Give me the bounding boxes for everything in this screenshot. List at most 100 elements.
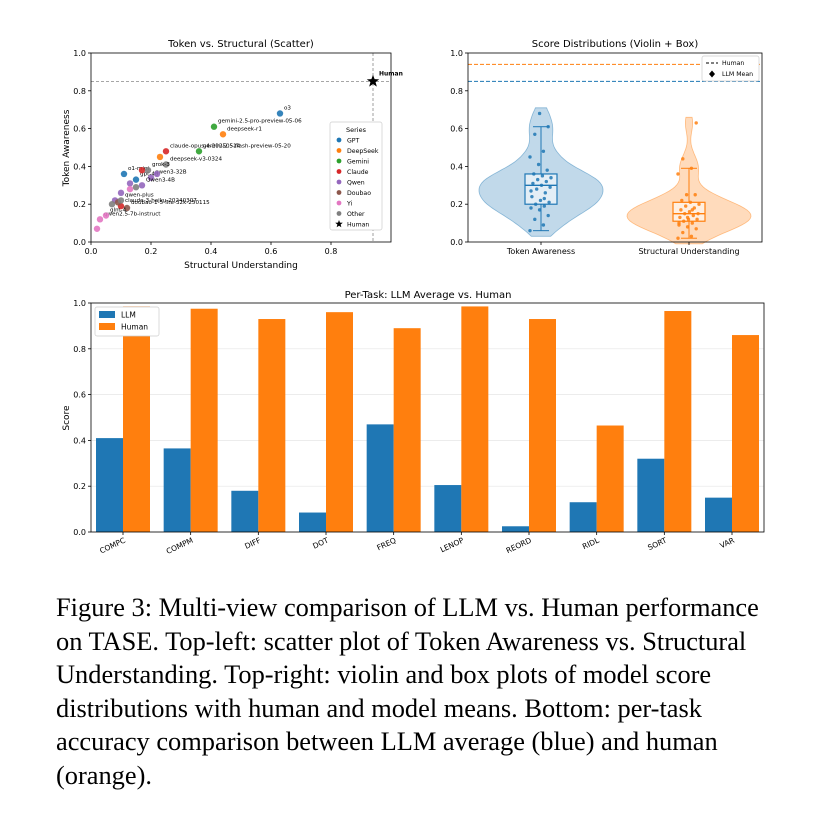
violin-data-point bbox=[685, 215, 690, 220]
legend-marker-yi bbox=[336, 200, 342, 206]
violin-data-point bbox=[697, 202, 701, 206]
scatter-legend-title: Series bbox=[346, 126, 367, 134]
violin-data-point bbox=[529, 206, 533, 210]
violin-data-point bbox=[676, 172, 680, 176]
violin-data-point bbox=[537, 111, 542, 116]
bar-llm bbox=[231, 490, 259, 532]
bar-human bbox=[732, 335, 759, 532]
violin-data-point bbox=[679, 208, 683, 212]
bar-llm bbox=[569, 502, 597, 532]
violin-data-point bbox=[691, 213, 695, 218]
legend-label-qwen: Qwen bbox=[347, 180, 365, 187]
bar-y-tick-label: 0.0 bbox=[73, 528, 86, 537]
violin-data-point bbox=[533, 132, 537, 136]
violin-data-point bbox=[696, 211, 700, 216]
bar-frame bbox=[90, 302, 765, 533]
legend-marker-qwen bbox=[336, 179, 342, 185]
violin-legend-box bbox=[701, 55, 760, 82]
bar-human bbox=[190, 308, 218, 532]
violin-title: Score Distributions (Violin + Box) bbox=[532, 39, 699, 50]
legend-marker-other bbox=[336, 211, 342, 216]
legend-marker-gemini bbox=[336, 158, 342, 164]
scatter-point-gemini bbox=[210, 123, 218, 130]
bar-human bbox=[393, 328, 421, 532]
legend-label-other: Other bbox=[347, 211, 365, 218]
legend-label-llm: LLM bbox=[121, 311, 136, 320]
bar-llm bbox=[705, 497, 732, 532]
violin-y-tick-label: 0.6 bbox=[450, 125, 463, 134]
scatter-point-qwen bbox=[117, 189, 125, 197]
scatter-y-tick-label: 0.2 bbox=[73, 200, 86, 209]
violin-data-point bbox=[684, 204, 688, 208]
scatter-point-other bbox=[132, 183, 140, 191]
violin-data-point bbox=[695, 217, 699, 222]
violin-data-point bbox=[539, 183, 544, 187]
violin-data-point bbox=[545, 168, 549, 172]
scatter-point-label: qwen3-32B bbox=[155, 170, 187, 176]
violin-data-point bbox=[547, 200, 551, 205]
scatter-point-claude bbox=[138, 166, 146, 174]
bar-llm bbox=[366, 424, 394, 532]
bar-x-tick-label: VAR bbox=[718, 536, 735, 550]
scatter-point-label: gemini-2.5-pro-preview-05-06 bbox=[218, 119, 302, 125]
violin-data-point bbox=[676, 236, 680, 240]
violin-data-point bbox=[538, 198, 543, 203]
violin-y-tick-label: 0.2 bbox=[450, 200, 463, 209]
scatter-x-tick-label: 0.0 bbox=[85, 247, 98, 256]
bar-x-tick-label: SORT bbox=[646, 535, 668, 552]
scatter-point-deepseek bbox=[156, 153, 164, 161]
scatter-point-label: deepseek-r1 bbox=[227, 126, 262, 132]
scatter-point-qwen bbox=[153, 170, 161, 178]
legend-swatch-llm bbox=[99, 311, 115, 318]
bar-y-axis-label: Score bbox=[62, 405, 72, 431]
violin-data-point bbox=[690, 208, 694, 212]
violin-data-point bbox=[688, 200, 693, 205]
violin-data-point bbox=[536, 177, 540, 182]
violin-data-point bbox=[687, 210, 692, 214]
violin-data-point bbox=[690, 221, 694, 225]
violin-data-point bbox=[542, 204, 546, 208]
scatter-point-label: doubao-1-5-lite-32k-250115 bbox=[131, 200, 210, 206]
scatter-y-tick-label: 0.0 bbox=[73, 238, 86, 247]
scatter-point-gemini bbox=[195, 148, 203, 155]
violin-legend: Human LLM Mean bbox=[701, 55, 760, 82]
violin-data-point bbox=[681, 157, 685, 161]
violin-data-point bbox=[689, 166, 694, 170]
bar-y-tick-label: 0.8 bbox=[73, 345, 86, 354]
violin-data-point bbox=[682, 219, 686, 223]
legend-label-deepseek: DeepSeek bbox=[347, 148, 379, 155]
scatter-y-tick-label: 0.8 bbox=[73, 87, 86, 96]
violin-plot-area bbox=[468, 53, 762, 242]
bar-x-tick-label: REORD bbox=[505, 536, 533, 556]
violin-data-point bbox=[685, 225, 690, 229]
scatter-point-gpt bbox=[132, 176, 140, 183]
violin-data-point bbox=[528, 228, 532, 233]
violin-data-point bbox=[533, 217, 537, 222]
violin-data-point bbox=[540, 174, 545, 178]
scatter-point-other bbox=[117, 197, 125, 204]
violin-data-point bbox=[542, 196, 546, 201]
legend-marker-doubao bbox=[336, 190, 342, 195]
legend-label-human: Human bbox=[722, 60, 744, 67]
bar-legend: LLM Human bbox=[94, 306, 160, 337]
legend-marker-gpt bbox=[336, 137, 342, 143]
scatter-legend-box bbox=[329, 121, 383, 231]
violin-data-point bbox=[693, 193, 697, 197]
violin-data-point bbox=[549, 176, 553, 180]
violin-x-tick-label: Structural Understanding bbox=[638, 247, 739, 256]
scatter-point-deepseek bbox=[219, 131, 227, 138]
bar-llm bbox=[96, 438, 123, 532]
violin-data-point bbox=[541, 223, 546, 227]
bar-human bbox=[461, 306, 489, 532]
bar-x-tick-label: COMPC bbox=[98, 536, 127, 556]
scatter-point-label: grok-3 bbox=[152, 162, 170, 168]
legend-label-gpt: GPT bbox=[347, 138, 360, 145]
bar-x-tick-label: LENOP bbox=[439, 535, 466, 554]
violin-panel: Score Distributions (Violin + Box) 0.0 0.… bbox=[450, 39, 763, 256]
bar-x-tick-label: DOT bbox=[311, 535, 330, 550]
scatter-point-label: o1-mini bbox=[128, 166, 150, 172]
violin-data-point bbox=[531, 181, 535, 186]
legend-label-human: Human bbox=[121, 323, 148, 332]
scatter-point-claude bbox=[162, 148, 170, 155]
bar-llm bbox=[502, 526, 529, 532]
